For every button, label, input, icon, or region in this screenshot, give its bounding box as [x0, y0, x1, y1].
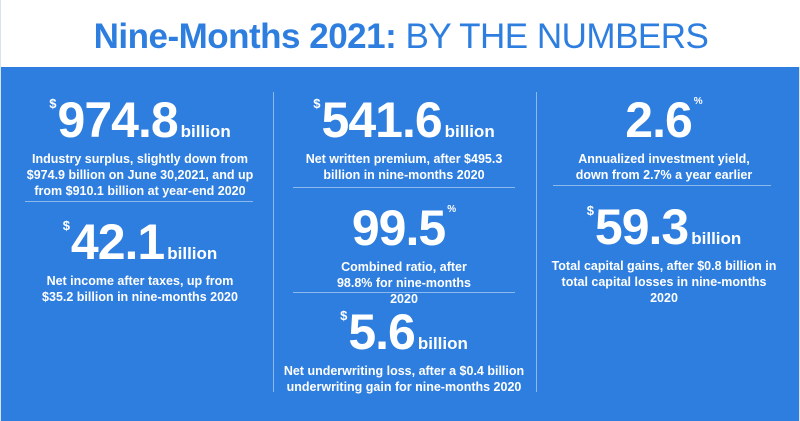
column-divider-right	[536, 92, 537, 392]
stat-description: Annualized investment yield, down from 2…	[575, 152, 753, 182]
stat-unit: billion	[167, 244, 218, 263]
stat-value: 59.3	[594, 199, 689, 255]
stat-figure: $541.6 billion	[279, 95, 529, 145]
percent-symbol: %	[693, 96, 703, 107]
stat-figure: $42.1 billion	[15, 217, 265, 267]
stat-value: 974.8	[57, 92, 179, 148]
stat-value: 99.5	[351, 200, 446, 256]
divider	[293, 292, 515, 293]
stat-value: 5.6	[348, 304, 416, 360]
stat-unit: billion	[180, 122, 231, 141]
stat-figure: $5.6 billion	[279, 307, 529, 357]
stat-unit: billion	[444, 122, 495, 141]
stat-underwriting: $5.6 billion Net underwriting loss, after…	[279, 307, 529, 395]
stat-figure: 2.6%	[541, 95, 787, 145]
page-title: Nine-Months 2021: BY THE NUMBERS	[1, 0, 800, 57]
currency-symbol: $	[340, 308, 348, 323]
stat-description: Net underwriting loss, after a $0.4 bill…	[283, 364, 525, 394]
title-light: BY THE NUMBERS	[405, 17, 709, 56]
stat-description: Combined ratio, after 98.8% for nine-mon…	[336, 260, 472, 306]
stat-description: Total capital gains, after $0.8 billion …	[551, 259, 777, 305]
stat-description: Industry surplus, slightly down from $97…	[26, 152, 254, 198]
divider	[25, 201, 253, 202]
column-divider-left	[273, 92, 274, 392]
stat-figure: $974.8 billion	[15, 95, 265, 145]
stat-value: 2.6	[625, 92, 693, 148]
stat-unit: billion	[417, 334, 468, 353]
divider	[553, 185, 771, 186]
header-banner: Nine-Months 2021: BY THE NUMBERS	[1, 0, 800, 67]
currency-symbol: $	[62, 218, 70, 233]
stat-combined-ratio: 99.5% Combined ratio, after 98.8% for ni…	[279, 203, 529, 307]
currency-symbol: $	[313, 96, 321, 111]
stat-capital-gains: $59.3 billion Total capital gains, after …	[541, 202, 787, 306]
stat-value: 541.6	[321, 92, 443, 148]
title-bold: Nine-Months 2021:	[93, 17, 397, 56]
stat-premium: $541.6 billion Net written premium, after…	[279, 95, 529, 183]
stat-unit: billion	[691, 229, 742, 248]
stat-net-income: $42.1 billion Net income after taxes, up …	[15, 217, 265, 305]
stat-description: Net written premium, after $495.3 billio…	[305, 152, 503, 182]
stat-figure: $59.3 billion	[541, 202, 787, 252]
stat-surplus: $974.8 billion Industry surplus, slightly…	[15, 95, 265, 199]
stat-value: 42.1	[70, 214, 165, 270]
currency-symbol: $	[49, 96, 57, 111]
currency-symbol: $	[586, 203, 594, 218]
stat-yield: 2.6% Annualized investment yield, down f…	[541, 95, 787, 183]
percent-symbol: %	[447, 204, 457, 215]
stat-description: Net income after taxes, up from $35.2 bi…	[42, 274, 238, 304]
stat-figure: 99.5%	[279, 203, 529, 253]
divider	[293, 187, 515, 188]
